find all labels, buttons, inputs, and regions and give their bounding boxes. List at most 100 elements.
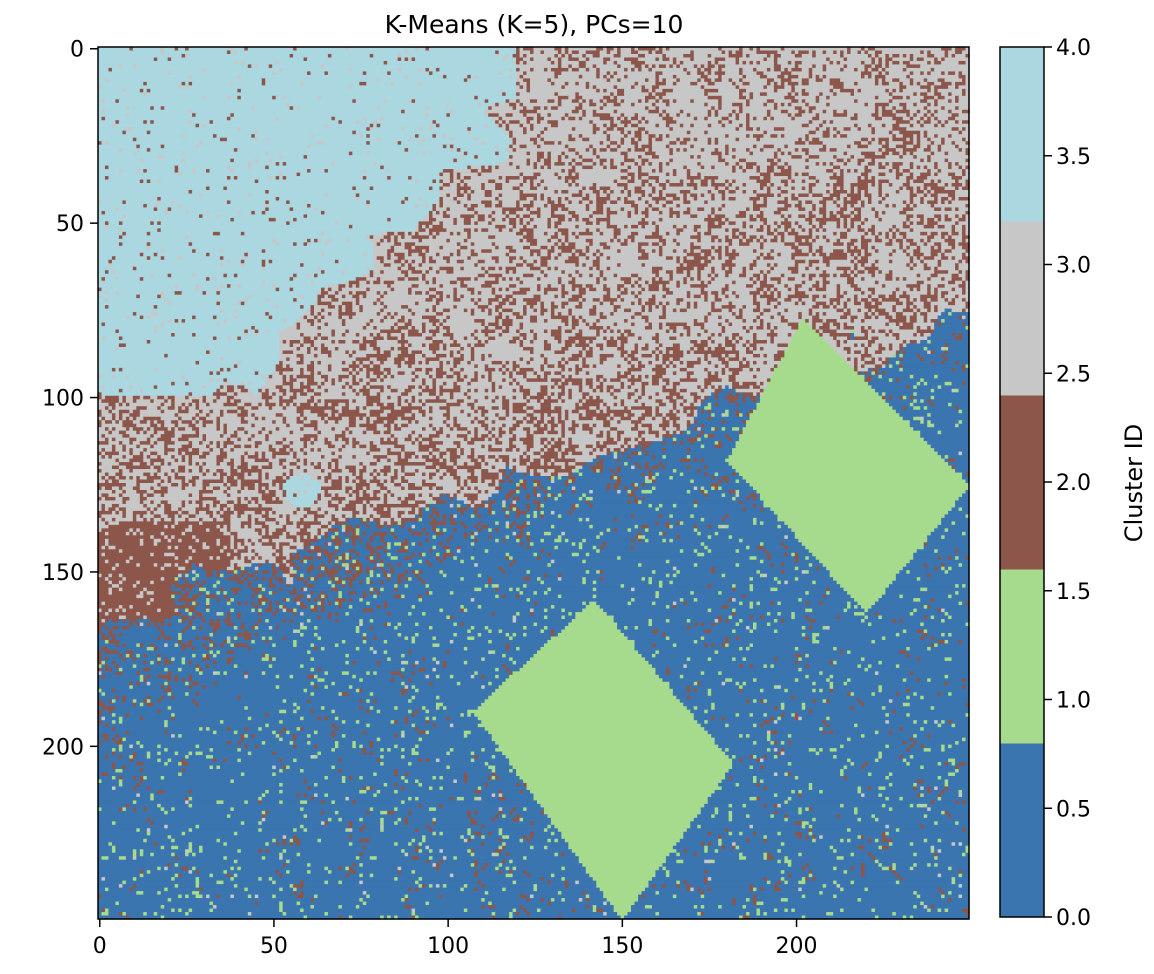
heatmap-cell [206, 123, 326, 128]
heatmap-cell [516, 277, 521, 282]
heatmap-cell [826, 57, 831, 62]
heatmap-cell [777, 106, 796, 111]
heatmap-cell [725, 179, 730, 184]
heatmap-cell [620, 130, 625, 135]
heatmap-cell [759, 148, 765, 153]
heatmap-cell [125, 113, 130, 118]
heatmap-cell [240, 210, 252, 216]
heatmap-cell [763, 245, 792, 250]
heatmap-cell [547, 259, 566, 264]
heatmap-cell [895, 88, 900, 93]
heatmap-cell [603, 95, 611, 100]
heatmap-image [98, 47, 970, 920]
heatmap-cell [568, 162, 573, 167]
heatmap-cell [526, 130, 542, 135]
heatmap-cell [909, 162, 914, 167]
heatmap-cell [812, 190, 827, 195]
heatmap-cell [596, 203, 604, 209]
heatmap-cell [885, 57, 893, 62]
heatmap-cell [773, 231, 778, 236]
heatmap-cell [404, 127, 420, 132]
heatmap-cell [188, 53, 291, 59]
heatmap-cell [770, 238, 778, 243]
heatmap-cell [261, 266, 266, 271]
heatmap-cell [847, 252, 852, 257]
heatmap-cell [564, 113, 569, 118]
heatmap-cell [547, 99, 556, 104]
heatmap-cell [864, 155, 886, 160]
heatmap-cell [442, 134, 447, 139]
heatmap-cell [826, 238, 831, 243]
heatmap-cell [728, 256, 737, 261]
heatmap-cell [690, 71, 698, 76]
heatmap-cell [533, 162, 538, 167]
heatmap-cell [909, 252, 914, 257]
heatmap-cell [150, 88, 238, 93]
heatmap-cell [125, 214, 200, 219]
heatmap-cell [916, 203, 932, 209]
heatmap-cell [791, 169, 827, 174]
heatmap-cell [428, 266, 434, 271]
heatmap-cell [697, 137, 709, 142]
heatmap-cell [554, 190, 559, 195]
heatmap-cell [899, 165, 911, 170]
heatmap-cell [857, 127, 862, 132]
heatmap-cell [707, 113, 712, 118]
heatmap-cell [167, 273, 172, 278]
heatmap-cell [836, 60, 841, 66]
heatmap-cell [641, 134, 650, 139]
heatmap-cell [948, 92, 953, 97]
heatmap-cell [320, 238, 329, 243]
heatmap-cell [962, 88, 967, 93]
heatmap-cell [864, 203, 886, 209]
heatmap-cell [366, 235, 371, 240]
heatmap-cell [380, 116, 385, 121]
heatmap-cell [732, 120, 747, 125]
heatmap-cell [108, 270, 113, 275]
heatmap-cell [578, 74, 583, 79]
heatmap-cell [780, 224, 785, 229]
heatmap-cell [373, 235, 385, 240]
heatmap-cell [373, 249, 388, 254]
heatmap-cell [679, 242, 691, 247]
heatmap-cell [307, 144, 312, 149]
heatmap-cell [840, 78, 876, 83]
heatmap-cell [557, 231, 562, 236]
heatmap-cell [951, 256, 956, 261]
heatmap-cell [773, 165, 778, 170]
heatmap-cell [491, 256, 500, 261]
heatmap-cell [509, 144, 514, 149]
heatmap-cell [442, 256, 451, 261]
heatmap-cell [505, 113, 514, 118]
heatmap-cell [742, 266, 747, 271]
heatmap-cell [651, 207, 660, 212]
heatmap-cell [787, 144, 824, 149]
heatmap-row [98, 162, 970, 167]
heatmap-cell [523, 203, 535, 209]
heatmap-cell [261, 259, 266, 264]
heatmap-cell [463, 228, 472, 233]
heatmap-cell [282, 155, 305, 160]
heatmap-cell [948, 109, 953, 114]
heatmap-cell [864, 158, 873, 163]
heatmap-cell [592, 64, 597, 69]
heatmap-cell [575, 137, 583, 142]
heatmap-cell [655, 151, 670, 156]
heatmap-cell [446, 193, 451, 198]
heatmap-cell [634, 130, 643, 135]
heatmap-cell [909, 196, 914, 202]
heatmap-cell [425, 228, 430, 233]
heatmap-cell [439, 190, 458, 195]
heatmap-row [98, 47, 970, 52]
heatmap-row [98, 81, 970, 86]
heatmap-cell [854, 259, 859, 264]
heatmap-cell [536, 162, 545, 167]
heatmap-cell [927, 102, 932, 107]
heatmap-cell [711, 141, 716, 146]
heatmap-cell [575, 183, 580, 188]
heatmap-cell [561, 190, 569, 195]
heatmap-cell [672, 238, 677, 243]
heatmap-cell [550, 165, 573, 170]
heatmap-cell [693, 186, 698, 191]
heatmap-cell [861, 47, 866, 52]
